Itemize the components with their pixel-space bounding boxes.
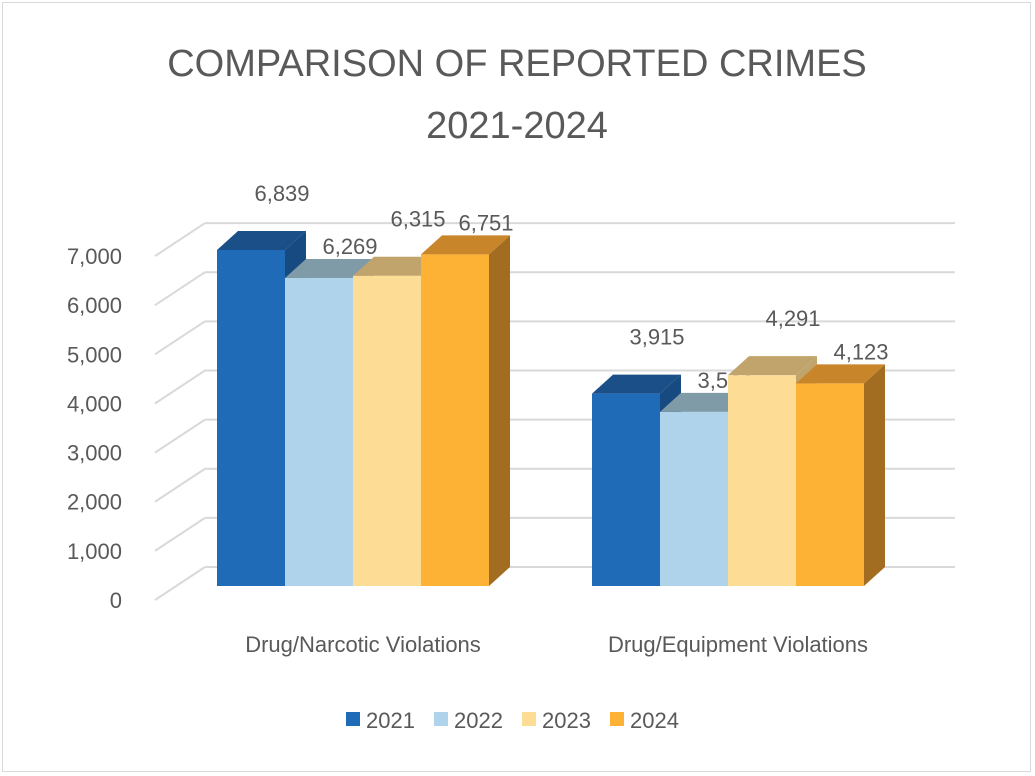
legend-swatch — [522, 712, 536, 726]
bar-top — [285, 259, 374, 279]
legend-swatch — [610, 712, 624, 726]
legend-label: 2024 — [630, 708, 679, 733]
y-tick-label: 7,000 — [67, 244, 122, 269]
bar-top — [353, 256, 442, 276]
y-tick-label: 2,000 — [67, 490, 122, 515]
bar-top — [728, 356, 817, 376]
bar-side — [864, 364, 885, 586]
bar — [660, 411, 728, 586]
data-label: 6,315 — [390, 207, 445, 232]
bar-top — [592, 374, 681, 394]
legend-label: 2023 — [542, 708, 591, 733]
data-label: 3,915 — [629, 325, 684, 350]
gridline-depth — [154, 517, 206, 552]
y-tick-label: 5,000 — [67, 342, 122, 367]
bar — [796, 383, 864, 586]
y-tick-label: 1,000 — [67, 539, 122, 564]
y-tick-label: 0 — [110, 588, 122, 613]
bar-side — [489, 235, 510, 587]
y-tick-label: 6,000 — [67, 293, 122, 318]
x-category-label: Drug/Narcotic Violations — [245, 632, 481, 657]
chart-title-line: COMPARISON OF REPORTED CRIMES — [167, 43, 867, 85]
bar — [728, 375, 796, 586]
legend-label: 2022 — [454, 708, 503, 733]
bar-top — [421, 235, 510, 255]
data-label: 4,123 — [833, 339, 888, 364]
gridline-depth — [154, 467, 206, 503]
data-label: 6,839 — [254, 181, 309, 206]
data-label: 4,291 — [765, 306, 820, 331]
legend-label: 2021 — [366, 708, 415, 733]
x-category-label: Drug/Equipment Violations — [608, 632, 868, 657]
bar — [421, 254, 489, 587]
chart-title-line: 2021-2024 — [426, 105, 608, 147]
bar — [592, 393, 660, 586]
y-tick-label: 3,000 — [67, 441, 122, 466]
bar — [285, 278, 353, 586]
data-label: 6,751 — [458, 210, 513, 235]
gridline-depth — [154, 271, 206, 307]
bar-top — [796, 364, 885, 384]
bar — [353, 275, 421, 586]
gridline-depth — [154, 369, 206, 405]
bar-top — [217, 231, 306, 250]
gridline-depth — [154, 418, 206, 454]
gridline-depth — [154, 566, 206, 601]
legend-swatch — [434, 712, 448, 726]
data-label: 6,269 — [322, 234, 377, 259]
gridline-depth — [154, 222, 206, 257]
bar-top — [660, 392, 749, 412]
legend-swatch — [346, 712, 360, 726]
bar — [217, 250, 285, 586]
y-tick-label: 4,000 — [67, 391, 122, 416]
gridline-depth — [154, 320, 206, 356]
